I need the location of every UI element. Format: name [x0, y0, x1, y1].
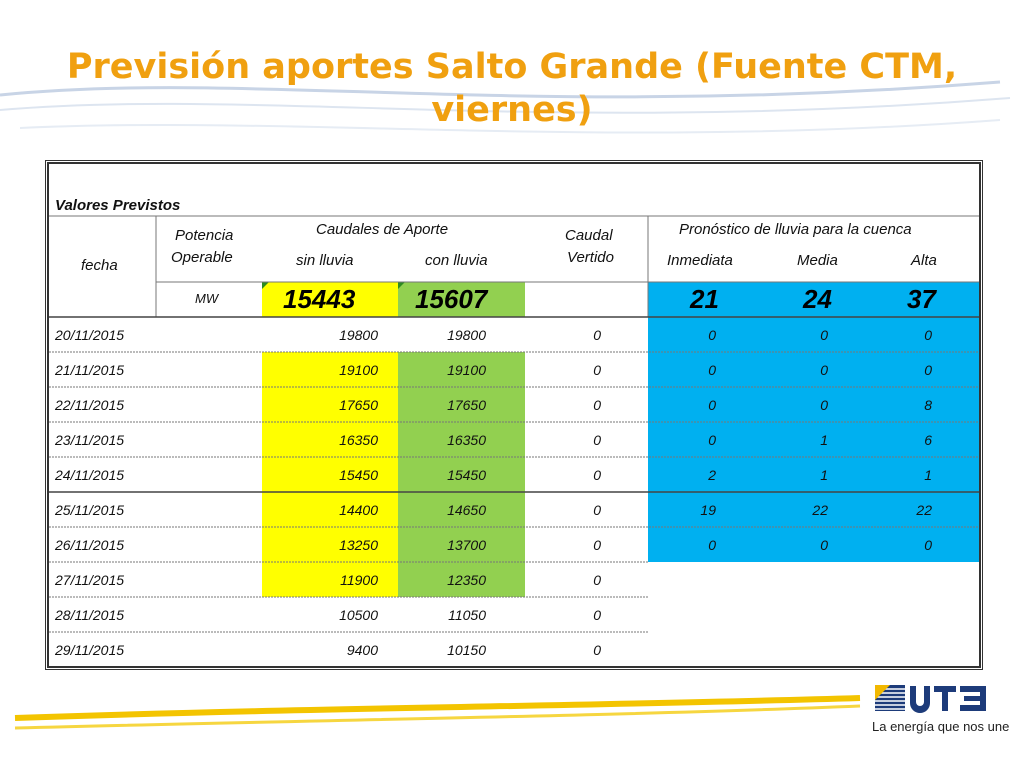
row-con-lluvia: 19800 — [447, 327, 486, 343]
row-fecha: 29/11/2015 — [55, 642, 125, 658]
row-fecha: 23/11/2015 — [55, 432, 125, 448]
row-media: 1 — [820, 432, 828, 448]
header-alta: Alta — [911, 252, 937, 269]
section-label: Valores Previstos — [55, 197, 181, 214]
row-con-lluvia: 16350 — [447, 432, 486, 448]
row-alta: 1 — [924, 467, 932, 483]
row-inmediata: 19 — [700, 502, 716, 518]
con-column-fill — [398, 352, 525, 597]
header-potencia-2: Operable — [171, 249, 233, 266]
row-inmediata: 0 — [708, 327, 716, 343]
row-fecha: 26/11/2015 — [55, 537, 125, 553]
header-caudal-2: Vertido — [567, 249, 614, 266]
row-inmediata: 0 — [708, 537, 716, 553]
row-fecha: 20/11/2015 — [55, 327, 125, 343]
row-con-lluvia: 12350 — [447, 572, 486, 588]
header-con-lluvia: con lluvia — [425, 252, 488, 269]
row-sin-lluvia: 10500 — [339, 607, 378, 623]
row-inmediata: 0 — [708, 432, 716, 448]
row-caudal-vertido: 0 — [593, 362, 601, 378]
row-alta: 0 — [924, 327, 932, 343]
row-fecha: 24/11/2015 — [55, 467, 125, 483]
row-fecha: 21/11/2015 — [55, 362, 125, 378]
row-caudal-vertido: 0 — [593, 572, 601, 588]
ute-tagline: La energía que nos une — [872, 719, 1010, 734]
row-sin-lluvia: 16350 — [339, 432, 378, 448]
header-media: Media — [797, 252, 838, 269]
row-sin-lluvia: 9400 — [346, 642, 378, 658]
row-media: 0 — [820, 327, 828, 343]
row-caudal-vertido: 0 — [593, 467, 601, 483]
header-caudales-group: Caudales de Aporte — [316, 221, 449, 238]
row-caudal-vertido: 0 — [593, 432, 601, 448]
row-fecha: 27/11/2015 — [55, 572, 125, 588]
header-fecha: fecha — [81, 257, 118, 274]
row-inmediata: 0 — [708, 397, 716, 413]
row-con-lluvia: 11050 — [448, 607, 486, 623]
row-caudal-vertido: 0 — [593, 502, 601, 518]
row-alta: 22 — [916, 502, 932, 518]
row-fecha: 25/11/2015 — [55, 502, 125, 518]
row-con-lluvia: 15450 — [447, 467, 486, 483]
header-inmediata: Inmediata — [667, 252, 733, 269]
summary-sin-cell — [262, 282, 398, 317]
header-pronostico-group: Pronóstico de lluvia para la cuenca — [679, 221, 912, 238]
summary-alta: 37 — [907, 284, 936, 314]
header-potencia-1: Potencia — [175, 227, 234, 244]
row-sin-lluvia: 11900 — [340, 572, 378, 588]
summary-con-cell — [398, 282, 525, 317]
ute-logo-icon — [875, 685, 986, 713]
row-caudal-vertido: 0 — [593, 327, 601, 343]
row-con-lluvia: 10150 — [447, 642, 486, 658]
table-grid — [49, 215, 979, 633]
forecast-table: Valores Previstos fecha Potencia Operabl… — [45, 160, 983, 670]
row-caudal-vertido: 0 — [593, 537, 601, 553]
row-con-lluvia: 17650 — [447, 397, 486, 413]
header-caudal-1: Caudal — [565, 227, 613, 244]
row-caudal-vertido: 0 — [593, 642, 601, 658]
row-con-lluvia: 19100 — [447, 362, 486, 378]
header-sin-lluvia: sin lluvia — [296, 252, 354, 269]
row-alta: 0 — [924, 362, 932, 378]
row-sin-lluvia: 19100 — [339, 362, 378, 378]
summary-media: 24 — [803, 284, 832, 314]
page-title: Previsión aportes Salto Grande (Fuente C… — [66, 47, 958, 130]
summary-sin-lluvia: 15443 — [283, 284, 356, 314]
row-sin-lluvia: 15450 — [339, 467, 378, 483]
row-sin-lluvia: 14400 — [339, 502, 378, 518]
row-media: 22 — [812, 502, 828, 518]
row-media: 0 — [820, 537, 828, 553]
rain-column-fill — [648, 317, 979, 562]
row-media: 0 — [820, 397, 828, 413]
row-sin-lluvia: 17650 — [339, 397, 378, 413]
summary-con-lluvia: 15607 — [415, 284, 488, 314]
summary-unit: MW — [195, 291, 219, 306]
row-caudal-vertido: 0 — [593, 397, 601, 413]
row-fecha: 22/11/2015 — [55, 397, 125, 413]
row-con-lluvia: 13700 — [447, 537, 486, 553]
summary-rain-cell — [648, 282, 979, 317]
row-alta: 0 — [924, 537, 932, 553]
sin-column-fill — [262, 352, 398, 597]
row-inmediata: 2 — [708, 467, 716, 483]
row-alta: 8 — [924, 397, 932, 413]
row-con-lluvia: 14650 — [447, 502, 486, 518]
row-caudal-vertido: 0 — [593, 607, 601, 623]
row-media: 0 — [820, 362, 828, 378]
row-alta: 6 — [924, 432, 932, 448]
row-fecha: 28/11/2015 — [55, 607, 125, 623]
row-inmediata: 0 — [708, 362, 716, 378]
row-sin-lluvia: 19800 — [339, 327, 378, 343]
row-media: 1 — [820, 467, 828, 483]
row-sin-lluvia: 13250 — [339, 537, 378, 553]
summary-inmediata: 21 — [690, 284, 719, 314]
